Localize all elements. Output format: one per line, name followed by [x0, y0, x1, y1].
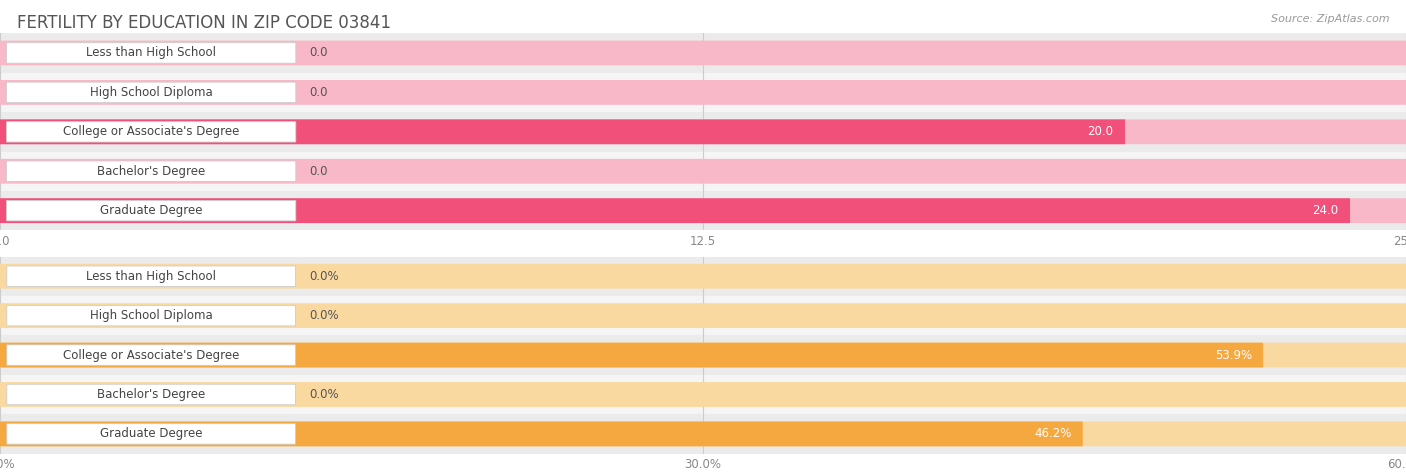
Bar	[0, 256, 1406, 296]
Bar	[0, 414, 1406, 454]
FancyBboxPatch shape	[7, 161, 295, 181]
FancyBboxPatch shape	[0, 303, 1406, 328]
Text: FERTILITY BY EDUCATION IN ZIP CODE 03841: FERTILITY BY EDUCATION IN ZIP CODE 03841	[17, 14, 391, 32]
FancyBboxPatch shape	[0, 382, 1406, 407]
Bar	[0, 335, 1406, 375]
FancyBboxPatch shape	[7, 200, 295, 221]
Text: 0.0%: 0.0%	[309, 270, 339, 283]
Text: 0.0%: 0.0%	[309, 309, 339, 322]
Text: Source: ZipAtlas.com: Source: ZipAtlas.com	[1271, 14, 1389, 24]
FancyBboxPatch shape	[0, 421, 1083, 446]
Text: 0.0%: 0.0%	[309, 388, 339, 401]
FancyBboxPatch shape	[7, 266, 295, 286]
Text: 46.2%: 46.2%	[1033, 428, 1071, 440]
Text: Bachelor's Degree: Bachelor's Degree	[97, 165, 205, 178]
Bar	[0, 296, 1406, 335]
FancyBboxPatch shape	[7, 384, 295, 405]
FancyBboxPatch shape	[0, 119, 1406, 144]
Text: 0.0: 0.0	[309, 165, 328, 178]
Bar	[0, 73, 1406, 112]
FancyBboxPatch shape	[0, 119, 1125, 144]
FancyBboxPatch shape	[7, 345, 295, 365]
Text: High School Diploma: High School Diploma	[90, 309, 212, 322]
FancyBboxPatch shape	[7, 82, 295, 103]
FancyBboxPatch shape	[7, 43, 295, 63]
Text: Graduate Degree: Graduate Degree	[100, 428, 202, 440]
FancyBboxPatch shape	[0, 80, 1406, 105]
FancyBboxPatch shape	[0, 421, 1406, 446]
Text: Less than High School: Less than High School	[86, 270, 217, 283]
Text: Bachelor's Degree: Bachelor's Degree	[97, 388, 205, 401]
Text: 20.0: 20.0	[1088, 125, 1114, 138]
Text: 0.0: 0.0	[309, 86, 328, 99]
FancyBboxPatch shape	[7, 122, 295, 142]
Bar	[0, 191, 1406, 230]
Text: 24.0: 24.0	[1312, 204, 1339, 217]
Bar	[0, 112, 1406, 152]
Bar	[0, 152, 1406, 191]
FancyBboxPatch shape	[0, 264, 1406, 289]
Text: 53.9%: 53.9%	[1215, 349, 1251, 361]
Text: 0.0: 0.0	[309, 47, 328, 59]
Text: Graduate Degree: Graduate Degree	[100, 204, 202, 217]
FancyBboxPatch shape	[7, 424, 295, 444]
Text: College or Associate's Degree: College or Associate's Degree	[63, 349, 239, 361]
Text: Less than High School: Less than High School	[86, 47, 217, 59]
Bar	[0, 33, 1406, 73]
FancyBboxPatch shape	[0, 198, 1350, 223]
FancyBboxPatch shape	[0, 40, 1406, 66]
Bar	[0, 375, 1406, 414]
FancyBboxPatch shape	[0, 198, 1406, 223]
Text: College or Associate's Degree: College or Associate's Degree	[63, 125, 239, 138]
Text: High School Diploma: High School Diploma	[90, 86, 212, 99]
FancyBboxPatch shape	[0, 342, 1263, 368]
FancyBboxPatch shape	[0, 342, 1406, 368]
FancyBboxPatch shape	[7, 305, 295, 326]
FancyBboxPatch shape	[0, 159, 1406, 184]
